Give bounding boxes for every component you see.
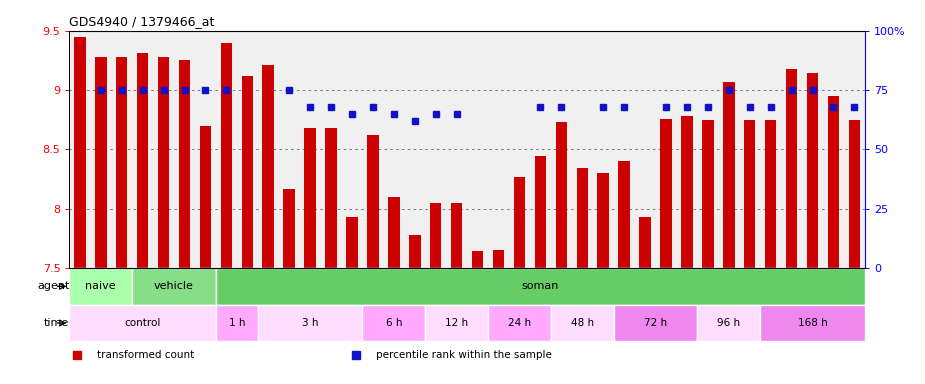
Bar [367, 135, 378, 268]
Bar [723, 82, 734, 268]
Bar [200, 126, 211, 268]
Bar [326, 128, 337, 268]
Bar [409, 235, 421, 268]
Bar [598, 173, 609, 268]
Bar [613, 305, 697, 341]
Text: GDS4940 / 1379466_at: GDS4940 / 1379466_at [69, 15, 215, 28]
Bar [619, 161, 630, 268]
Bar [216, 305, 258, 341]
Bar [283, 189, 295, 268]
Text: agent: agent [37, 281, 69, 291]
Bar [702, 120, 713, 268]
Text: 12 h: 12 h [445, 318, 468, 328]
Bar [132, 268, 216, 305]
Bar [137, 53, 148, 268]
Bar [493, 250, 504, 268]
Text: soman: soman [522, 281, 559, 291]
Bar [660, 119, 672, 268]
Bar [744, 120, 756, 268]
Bar [472, 252, 484, 268]
Text: transformed count: transformed count [97, 350, 194, 360]
Bar [681, 116, 693, 268]
Bar [74, 36, 86, 268]
Bar [258, 305, 363, 341]
Text: 1 h: 1 h [228, 318, 245, 328]
Text: time: time [44, 318, 69, 328]
Bar [697, 305, 760, 341]
Bar [179, 60, 191, 268]
Bar [488, 305, 551, 341]
Bar [450, 203, 462, 268]
Bar [216, 268, 865, 305]
Bar [158, 57, 169, 268]
Bar [848, 120, 860, 268]
Text: 3 h: 3 h [302, 318, 318, 328]
Bar [513, 177, 525, 268]
Bar [241, 76, 253, 268]
Text: control: control [125, 318, 161, 328]
Bar [765, 120, 776, 268]
Bar [363, 305, 426, 341]
Text: 24 h: 24 h [508, 318, 531, 328]
Bar [556, 122, 567, 268]
Bar [304, 128, 315, 268]
Text: 96 h: 96 h [717, 318, 740, 328]
Bar [346, 217, 358, 268]
Text: 72 h: 72 h [644, 318, 667, 328]
Text: 168 h: 168 h [797, 318, 828, 328]
Bar [639, 217, 651, 268]
Bar [576, 168, 588, 268]
Bar [535, 156, 546, 268]
Text: vehicle: vehicle [154, 281, 194, 291]
Text: percentile rank within the sample: percentile rank within the sample [376, 350, 551, 360]
Bar [430, 203, 441, 268]
Bar [426, 305, 488, 341]
Bar [760, 305, 865, 341]
Bar [388, 197, 400, 268]
Text: naive: naive [85, 281, 117, 291]
Bar [95, 57, 106, 268]
Text: 48 h: 48 h [571, 318, 594, 328]
Bar [828, 96, 839, 268]
Bar [263, 65, 274, 268]
Bar [807, 73, 819, 268]
Bar [69, 268, 132, 305]
Bar [69, 305, 216, 341]
Bar [551, 305, 613, 341]
Bar [116, 57, 128, 268]
Text: 6 h: 6 h [386, 318, 402, 328]
Bar [786, 69, 797, 268]
Bar [221, 43, 232, 268]
